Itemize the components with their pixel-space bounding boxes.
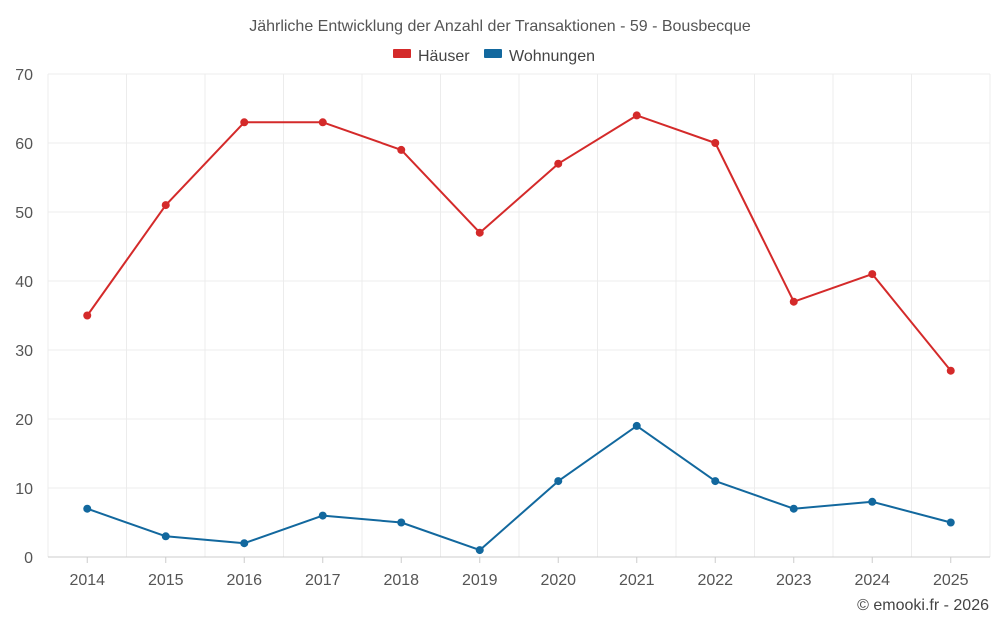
data-point-haeuser[interactable] <box>318 118 327 127</box>
x-axis-ticks: 2014 2015 2016 2017 2018 2019 2020 2021 2022 2023… <box>69 557 969 589</box>
legend-swatch-haeuser <box>393 49 411 58</box>
series-group <box>83 111 955 555</box>
data-point-wohnungen[interactable] <box>711 477 720 486</box>
data-point-wohnungen[interactable] <box>554 477 563 486</box>
data-point-haeuser[interactable] <box>946 366 955 375</box>
data-point-haeuser[interactable] <box>83 311 92 320</box>
data-point-haeuser[interactable] <box>711 139 720 147</box>
x-tick-label: 2015 <box>148 572 184 589</box>
data-point-haeuser[interactable] <box>161 201 170 210</box>
chart-title: Jährliche Entwicklung der Anzahl der Tra… <box>249 18 751 35</box>
legend-label-wohnungen[interactable]: Wohnungen <box>509 48 595 65</box>
data-point-wohnungen[interactable] <box>318 511 327 520</box>
data-point-wohnungen[interactable] <box>632 421 641 430</box>
x-tick-label: 2025 <box>933 572 969 589</box>
data-point-wohnungen[interactable] <box>240 539 249 548</box>
y-tick-label: 40 <box>15 274 33 291</box>
data-point-wohnungen[interactable] <box>161 532 170 541</box>
x-tick-label: 2023 <box>776 572 812 589</box>
y-tick-label: 10 <box>15 481 33 498</box>
x-tick-label: 2019 <box>462 572 498 589</box>
data-point-wohnungen[interactable] <box>789 504 798 513</box>
x-tick-label: 2018 <box>383 572 419 589</box>
x-tick-label: 2024 <box>854 572 890 589</box>
y-tick-label: 70 <box>15 67 33 84</box>
data-point-haeuser[interactable] <box>632 111 641 120</box>
data-point-haeuser[interactable] <box>789 297 798 306</box>
grid-lines <box>47 73 991 557</box>
credit-text: © emooki.fr - 2026 <box>857 597 989 614</box>
data-point-haeuser[interactable] <box>475 228 484 237</box>
legend-swatch-wohnungen <box>484 49 502 58</box>
y-axis-ticks: 0 10 20 30 40 50 60 70 <box>15 67 33 567</box>
y-tick-label: 50 <box>15 205 33 222</box>
y-tick-label: 0 <box>24 550 33 567</box>
y-tick-label: 60 <box>15 136 33 153</box>
x-tick-label: 2020 <box>540 572 576 589</box>
data-point-wohnungen[interactable] <box>83 504 92 513</box>
data-point-wohnungen[interactable] <box>475 546 484 555</box>
data-point-haeuser[interactable] <box>240 118 249 127</box>
legend: Häuser Wohnungen <box>393 48 595 65</box>
data-point-haeuser[interactable] <box>397 145 406 154</box>
data-point-haeuser[interactable] <box>554 159 563 168</box>
series-line-haeuser <box>86 114 952 372</box>
legend-label-haeuser[interactable]: Häuser <box>418 48 470 65</box>
x-tick-label: 2021 <box>619 572 655 589</box>
data-point-wohnungen[interactable] <box>868 497 877 506</box>
x-tick-label: 2016 <box>226 572 262 589</box>
y-tick-label: 20 <box>15 412 33 429</box>
x-tick-label: 2017 <box>305 572 341 589</box>
data-point-wohnungen[interactable] <box>397 518 406 527</box>
y-tick-label: 30 <box>15 343 33 360</box>
data-point-haeuser[interactable] <box>868 270 877 279</box>
x-tick-label: 2022 <box>697 572 733 589</box>
x-tick-label: 2014 <box>69 572 105 589</box>
data-point-wohnungen[interactable] <box>946 518 955 527</box>
series-line-wohnungen <box>86 424 952 552</box>
